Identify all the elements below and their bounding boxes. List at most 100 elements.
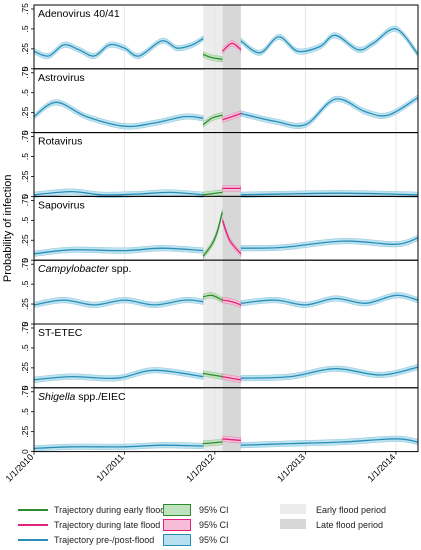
panel: 0 .25 .5 .75 Adenovirus 40/41 — [20, 3, 419, 71]
early-flood-period-band — [203, 260, 223, 324]
y-tick-label: .75 — [20, 67, 30, 79]
panel: 0 .25 .5 .75 Rotavirus — [20, 130, 419, 199]
panel: 0 .25 .5 .75 ST-ETEC — [20, 322, 419, 390]
late-flood-period-band — [222, 68, 241, 133]
prepost-post-ci-band — [240, 364, 419, 382]
late-flood-line — [222, 42, 242, 52]
legend-late-ci-swatch — [163, 519, 191, 531]
legend-late-period-swatch — [280, 519, 306, 529]
y-tick-label: .75 — [20, 386, 30, 398]
x-tick-label: 1/1/2011 — [94, 452, 125, 483]
legend-late-label: Trajectory during late flood — [54, 520, 161, 530]
legend-late-period-label: Late flood period — [316, 520, 384, 530]
prepost-post-line — [240, 28, 419, 55]
prepost-pre-line — [33, 444, 204, 450]
early-flood-line — [203, 191, 223, 196]
late-flood-ci-band — [222, 297, 242, 308]
y-tick-label: .25 — [20, 425, 30, 437]
y-tick-label: .75 — [20, 194, 30, 206]
y-tick-label: .5 — [20, 344, 30, 351]
prepost-pre-line — [33, 37, 204, 57]
panel-title: Sapovirus — [38, 199, 85, 211]
late-flood-period-band — [222, 132, 241, 197]
early-flood-line — [203, 441, 223, 445]
y-tick-label: .5 — [20, 25, 30, 32]
y-tick-label: 0 — [20, 385, 30, 390]
y-tick-label: .75 — [20, 3, 30, 15]
late-flood-period-band — [222, 196, 241, 261]
legend-early-line — [18, 509, 48, 511]
x-tick-label: 1/1/2012 — [184, 452, 216, 484]
panel: 0 .25 .5 .75 Campylobacter spp. — [20, 258, 419, 326]
y-tick-label: .5 — [20, 280, 30, 287]
prepost-pre-ci-band — [33, 367, 204, 383]
panel-frame — [33, 387, 419, 453]
late-flood-ci-band — [222, 40, 242, 55]
y-tick-label: .25 — [20, 170, 30, 182]
prepost-pre-line — [33, 369, 204, 381]
early-flood-ci-band — [203, 51, 223, 63]
legend-prepost-label: Trajectory pre-/post-flood — [54, 535, 155, 545]
late-flood-line — [222, 438, 241, 442]
late-flood-period-band — [222, 5, 241, 69]
legend-early-period-swatch — [280, 504, 306, 514]
y-tick-label: 0 — [20, 321, 30, 326]
legend-early-period-label: Early flood period — [316, 505, 387, 515]
prepost-pre-line — [33, 101, 204, 128]
panel-title: ST-ETEC — [38, 327, 83, 339]
panel: 0 .25 .5 .75 Sapovirus — [20, 194, 419, 263]
prepost-post-line — [240, 96, 419, 127]
y-tick-label: 0 — [20, 194, 30, 199]
y-tick-label: .5 — [20, 153, 30, 160]
y-tick-label: .5 — [20, 89, 30, 96]
late-flood-period-band — [222, 387, 241, 452]
x-tick-label: 1/1/2013 — [275, 452, 307, 484]
late-flood-line — [222, 112, 242, 121]
panel-title: Shigella spp./EIEC — [38, 391, 126, 403]
late-flood-ci-band — [222, 217, 242, 258]
legend-late-line — [18, 524, 48, 526]
legend: Trajectory during early flood Trajectory… — [18, 503, 418, 549]
y-tick-label: 0 — [20, 258, 30, 263]
prepost-pre-ci-band — [33, 297, 204, 308]
legend-early-ci-swatch — [163, 504, 191, 516]
legend-prepost-ci-swatch — [163, 534, 191, 546]
y-tick-label: .5 — [20, 217, 30, 224]
legend-early-ci-label: 95% CI — [199, 505, 229, 515]
legend-prepost-ci-label: 95% CI — [199, 535, 229, 545]
panel: 0 .25 .5 .75 Astrovirus — [20, 67, 419, 135]
late-flood-line — [222, 299, 242, 306]
early-flood-period-band — [203, 387, 223, 452]
panel-title: Campylobacter spp. — [38, 263, 131, 275]
prepost-post-line — [240, 294, 419, 306]
prepost-pre-line — [33, 247, 204, 255]
prepost-post-line — [240, 366, 419, 379]
panel: 0 .25 .5 .75 Shigella spp./EIEC — [20, 386, 419, 454]
early-flood-line — [203, 372, 223, 378]
prepost-post-ci-band — [240, 25, 419, 58]
y-tick-label: .25 — [20, 43, 30, 55]
y-tick-label: 0 — [20, 449, 30, 454]
late-flood-period-band — [222, 324, 241, 388]
y-tick-label: .5 — [20, 408, 30, 415]
legend-late-ci-label: 95% CI — [199, 520, 229, 530]
y-axis-title: Probability of infection — [2, 174, 14, 282]
early-flood-line — [202, 114, 223, 126]
prepost-post-line — [240, 237, 419, 249]
y-tick-label: .25 — [20, 362, 30, 374]
late-flood-period-band — [222, 260, 241, 324]
prepost-post-line — [240, 438, 419, 446]
early-flood-line — [202, 53, 223, 60]
y-tick-label: .75 — [20, 322, 30, 334]
late-flood-line — [222, 375, 242, 381]
legend-early-label: Trajectory during early flood — [54, 505, 166, 515]
y-tick-label: .75 — [20, 258, 30, 270]
x-tick-label: 1/1/2014 — [366, 452, 398, 484]
y-tick-label: .25 — [20, 234, 30, 246]
prepost-post-ci-band — [240, 94, 419, 129]
early-flood-period-band — [203, 5, 223, 69]
early-flood-period-band — [203, 196, 223, 261]
prepost-post-line — [240, 192, 419, 196]
early-flood-period-band — [203, 132, 223, 197]
